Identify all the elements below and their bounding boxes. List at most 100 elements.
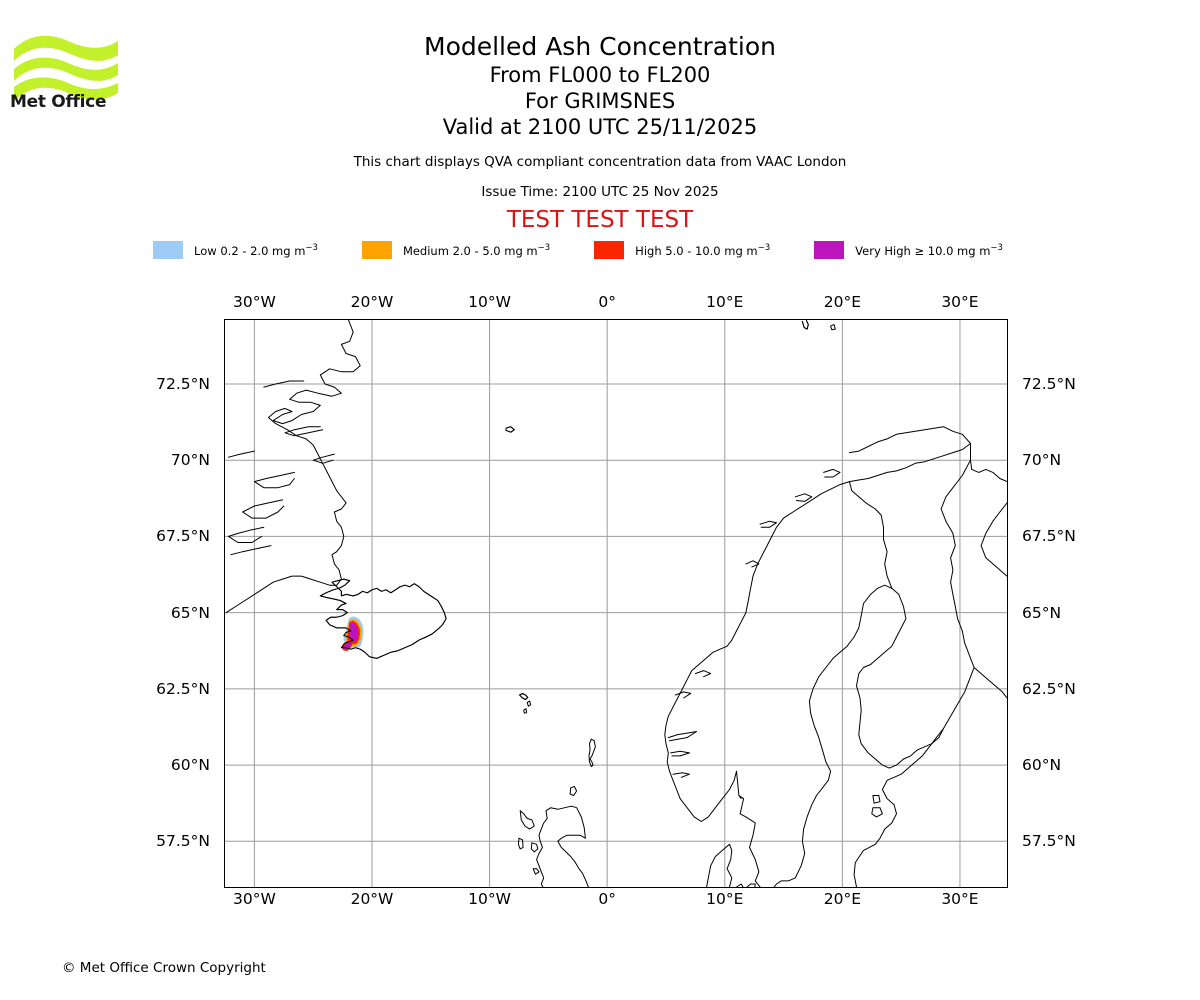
lon-tick-label-bottom: 30°W bbox=[232, 890, 276, 908]
coastline-path bbox=[536, 805, 572, 887]
coastline-path bbox=[526, 700, 532, 707]
coastline-path bbox=[557, 805, 589, 887]
issue-time: Issue Time: 2100 UTC 25 Nov 2025 bbox=[481, 184, 719, 200]
coastline-path bbox=[823, 468, 841, 478]
coastline-path bbox=[312, 453, 335, 464]
lon-tick-label-top: 30°E bbox=[941, 293, 979, 311]
legend-medium: Medium 2.0 - 5.0 mg m−3 bbox=[361, 241, 594, 259]
lat-tick-label-left: 62.5°N bbox=[156, 679, 210, 698]
legend-very-high: Very High ≥ 10.0 mg m−3 bbox=[814, 241, 1047, 259]
chart-note: This chart displays QVA compliant concen… bbox=[353, 154, 847, 170]
met-office-logo bbox=[10, 25, 130, 115]
coastline-path bbox=[284, 426, 324, 437]
page-title: Modelled Ash Concentration bbox=[424, 32, 776, 61]
coastline-path bbox=[530, 842, 539, 853]
lon-tick-label-bottom: 0° bbox=[598, 890, 616, 908]
lat-tick-label-right: 60°N bbox=[1022, 756, 1062, 775]
coastline-path bbox=[848, 481, 893, 589]
coastline-path bbox=[588, 738, 596, 768]
lon-tick-label-top: 0° bbox=[598, 293, 616, 311]
volcano-name: For GRIMSNES bbox=[524, 89, 676, 113]
legend-low-label: Low 0.2 - 2.0 mg m−3 bbox=[194, 242, 318, 258]
lat-tick-label-left: 57.5°N bbox=[156, 832, 210, 851]
plume-band-veryhigh bbox=[348, 622, 359, 643]
coastline-path-overlay bbox=[801, 320, 809, 330]
coastline-path-overlay bbox=[505, 426, 515, 433]
coastline-path bbox=[830, 324, 836, 331]
title-block: Modelled Ash Concentration From FL000 to… bbox=[0, 0, 1200, 233]
lon-tick-label-top: 10°E bbox=[706, 293, 744, 311]
lat-tick-label-right: 67.5°N bbox=[1022, 527, 1076, 546]
legend-high-swatch bbox=[594, 241, 625, 259]
coastline-path bbox=[228, 450, 255, 458]
map-container[interactable]: 30°W 30°W 20°W 20°W 10°W 10°W 0° 0° 10°E 10°E 20°E… bbox=[156, 293, 1076, 908]
lat-tick-label-left: 72.5°N bbox=[156, 375, 210, 394]
met-office-logo-text: Met Office bbox=[10, 92, 107, 112]
lon-tick-label-bottom: 20°E bbox=[823, 890, 861, 908]
coastline-path bbox=[253, 471, 295, 489]
coastline-path bbox=[759, 520, 777, 528]
coastline-path bbox=[569, 785, 578, 796]
legend-medium-swatch bbox=[361, 241, 392, 259]
coastline-path bbox=[667, 731, 698, 742]
coastline-path bbox=[856, 587, 944, 769]
coastline-path bbox=[736, 883, 744, 887]
map-frame bbox=[224, 319, 1008, 888]
lon-tick-label-bottom: 30°E bbox=[941, 890, 979, 908]
coastline-path bbox=[523, 708, 528, 714]
lat-tick-label-left: 65°N bbox=[170, 603, 210, 622]
valid-time: Valid at 2100 UTC 25/11/2025 bbox=[442, 115, 758, 139]
test-banner: TEST TEST TEST bbox=[506, 207, 694, 233]
coastline-path bbox=[230, 545, 272, 556]
lon-tick-label-bottom: 10°E bbox=[706, 890, 744, 908]
concentration-legend: Low 0.2 - 2.0 mg m−3 Medium 2.0 - 5.0 mg … bbox=[0, 241, 1200, 259]
legend-very-high-label: Very High ≥ 10.0 mg m−3 bbox=[855, 242, 1003, 258]
coastline-path bbox=[532, 868, 540, 875]
lon-tick-label-top: 30°W bbox=[232, 293, 276, 311]
coastline-path bbox=[517, 837, 524, 850]
coastline-path bbox=[970, 459, 1007, 483]
lon-tick-label-top: 20°W bbox=[350, 293, 394, 311]
coastline-path bbox=[871, 807, 883, 818]
legend-high-label: High 5.0 - 10.0 mg m−3 bbox=[635, 242, 771, 258]
legend-medium-label: Medium 2.0 - 5.0 mg m−3 bbox=[402, 242, 551, 258]
lat-tick-label-right: 65°N bbox=[1022, 603, 1062, 622]
coastline-path bbox=[670, 750, 690, 757]
coastline-path bbox=[672, 772, 690, 778]
coastline-path bbox=[872, 795, 881, 804]
legend-low-swatch bbox=[153, 241, 184, 259]
coastline-path bbox=[706, 843, 733, 887]
map-canvas bbox=[225, 320, 1007, 887]
coastline-path bbox=[980, 502, 1007, 577]
coastline-path bbox=[738, 584, 893, 887]
lon-tick-label-bottom: 20°W bbox=[350, 890, 394, 908]
coastlines bbox=[225, 320, 1007, 887]
legend-high: High 5.0 - 10.0 mg m−3 bbox=[594, 241, 814, 259]
lat-tick-label-left: 67.5°N bbox=[156, 527, 210, 546]
legend-low: Low 0.2 - 2.0 mg m−3 bbox=[153, 241, 362, 259]
lon-tick-label-bottom: 10°W bbox=[468, 890, 511, 908]
lat-tick-label-left: 60°N bbox=[170, 756, 210, 775]
coastline-path bbox=[746, 883, 756, 887]
coastline-path bbox=[973, 667, 1007, 699]
copyright-notice: © Met Office Crown Copyright bbox=[62, 960, 266, 976]
coastline-path bbox=[853, 728, 944, 887]
coastline-path bbox=[745, 560, 760, 568]
lat-tick-label-right: 57.5°N bbox=[1022, 832, 1076, 851]
coastline-path bbox=[519, 810, 535, 830]
coastline-path bbox=[664, 426, 971, 822]
coastline-path-overlay bbox=[519, 692, 529, 700]
coastline-path bbox=[674, 691, 692, 699]
coastline-path bbox=[940, 443, 975, 729]
lat-tick-label-right: 62.5°N bbox=[1022, 679, 1076, 698]
coastline-path bbox=[694, 670, 712, 678]
lat-tick-label-right: 72.5°N bbox=[1022, 375, 1076, 394]
lat-tick-label-left: 70°N bbox=[170, 451, 210, 470]
lat-tick-label-right: 70°N bbox=[1022, 451, 1062, 470]
coastline-path bbox=[263, 380, 305, 388]
coastline-path-overlay bbox=[319, 578, 447, 659]
coastline-path bbox=[794, 493, 813, 502]
coastline-path bbox=[242, 499, 285, 519]
map-gridlines bbox=[225, 320, 1007, 887]
ash-plume bbox=[341, 616, 364, 652]
